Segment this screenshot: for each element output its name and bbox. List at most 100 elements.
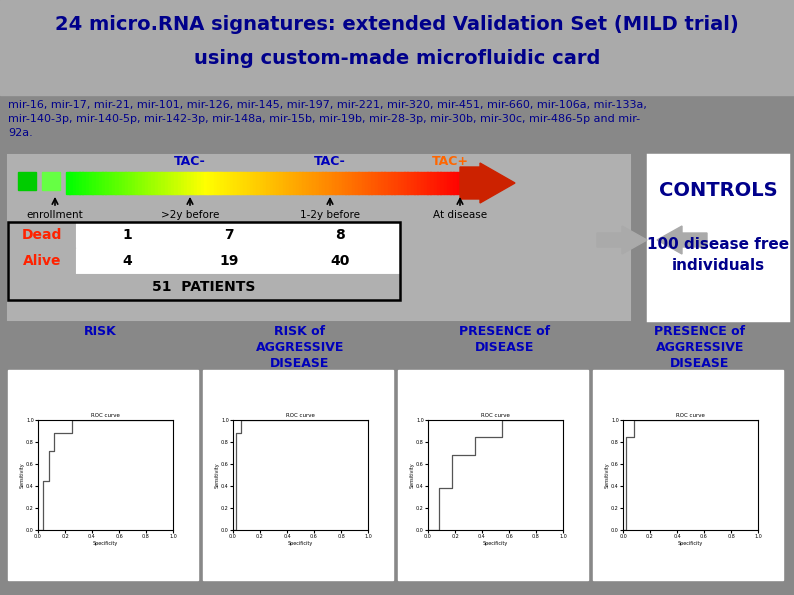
Title: ROC curve: ROC curve [481, 413, 510, 418]
Text: 19: 19 [219, 254, 239, 268]
Bar [92, 172, 96, 194]
Bar [299, 172, 303, 194]
Bar [349, 172, 353, 194]
Bar [306, 172, 310, 194]
Bar [421, 172, 424, 194]
Bar [387, 172, 391, 194]
Bar [79, 172, 83, 194]
Text: 92a.: 92a. [8, 128, 33, 138]
Bar [132, 172, 136, 194]
Bar [194, 172, 198, 194]
Bar [398, 370, 588, 580]
Text: 24 micro.RNA signatures: extended Validation Set (MILD trial): 24 micro.RNA signatures: extended Valida… [55, 15, 739, 35]
Bar [247, 172, 250, 194]
Bar [279, 172, 283, 194]
Bar [102, 172, 106, 194]
Bar [135, 172, 139, 194]
Bar [395, 172, 398, 194]
Bar [233, 172, 237, 194]
Y-axis label: Sensitivity: Sensitivity [605, 462, 610, 488]
Bar [368, 172, 372, 194]
Bar [326, 172, 330, 194]
Bar [8, 370, 198, 580]
Bar [187, 172, 191, 194]
Bar [352, 172, 356, 194]
Bar [240, 172, 244, 194]
FancyArrow shape [460, 163, 515, 203]
Text: AUC =
0.97: AUC = 0.97 [298, 492, 356, 534]
Bar [83, 172, 87, 194]
Bar [375, 172, 379, 194]
Bar [161, 172, 165, 194]
Bar [89, 172, 93, 194]
Bar [243, 172, 247, 194]
Bar [364, 172, 368, 194]
Bar [141, 172, 145, 194]
Text: TAC-: TAC- [174, 155, 206, 168]
Bar [424, 172, 428, 194]
Bar [178, 222, 280, 248]
Text: 1: 1 [122, 228, 132, 242]
Text: TAC-: TAC- [314, 155, 346, 168]
Bar [184, 172, 188, 194]
Bar [338, 172, 342, 194]
Bar [76, 222, 178, 248]
Bar [457, 172, 461, 194]
Bar [263, 172, 267, 194]
X-axis label: Specificity: Specificity [93, 540, 118, 546]
Bar [66, 172, 70, 194]
Text: RISK of
AGGRESSIVE
DISEASE: RISK of AGGRESSIVE DISEASE [256, 325, 344, 370]
Bar [125, 172, 129, 194]
Bar [121, 172, 125, 194]
Bar [372, 172, 375, 194]
Bar [191, 172, 195, 194]
Title: ROC curve: ROC curve [676, 413, 705, 418]
Bar [18, 172, 36, 190]
Text: 40: 40 [330, 254, 349, 268]
Bar [355, 172, 359, 194]
Bar [72, 172, 76, 194]
Bar [648, 155, 788, 320]
Bar [329, 172, 333, 194]
Bar [201, 172, 204, 194]
Bar [401, 172, 405, 194]
Bar [145, 172, 148, 194]
Y-axis label: Sensitivity: Sensitivity [20, 462, 25, 488]
Bar [260, 172, 264, 194]
Bar [203, 370, 393, 580]
Bar [286, 172, 290, 194]
Bar [312, 172, 316, 194]
Bar [115, 172, 119, 194]
X-axis label: Specificity: Specificity [483, 540, 508, 546]
Bar [296, 172, 299, 194]
Bar [227, 172, 231, 194]
Text: AUC =
0.92: AUC = 0.92 [492, 492, 550, 534]
Bar [593, 370, 783, 580]
Text: AUC =
0.93: AUC = 0.93 [688, 492, 746, 534]
Bar [358, 172, 362, 194]
Bar [437, 172, 441, 194]
Bar [155, 172, 159, 194]
Bar [361, 172, 365, 194]
Bar [253, 172, 257, 194]
Bar [224, 172, 227, 194]
Y-axis label: Sensitivity: Sensitivity [214, 462, 220, 488]
Bar [207, 172, 211, 194]
Bar [319, 172, 322, 194]
Bar [42, 172, 60, 190]
Bar [148, 172, 152, 194]
Text: PRESENCE of
DISEASE: PRESENCE of DISEASE [460, 325, 550, 354]
Bar [256, 172, 260, 194]
Bar [158, 172, 162, 194]
Bar [315, 172, 319, 194]
Bar [98, 172, 102, 194]
Bar [309, 172, 313, 194]
Bar [283, 172, 287, 194]
Bar [86, 172, 90, 194]
Title: ROC curve: ROC curve [91, 413, 120, 418]
Bar [230, 172, 234, 194]
Bar [381, 172, 385, 194]
Bar [450, 172, 454, 194]
Bar [237, 172, 241, 194]
Bar [407, 172, 411, 194]
